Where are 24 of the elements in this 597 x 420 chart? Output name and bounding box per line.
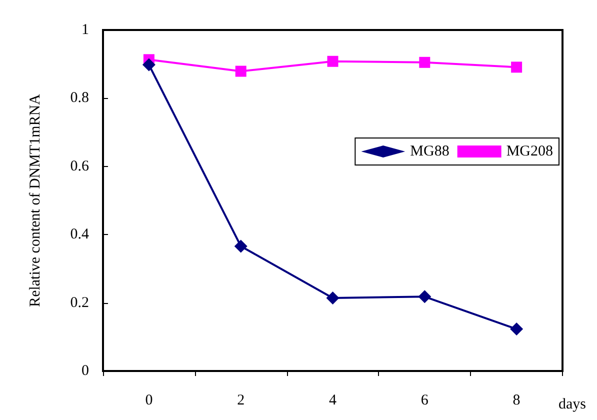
y-tick-label: 1 [82, 22, 89, 38]
point [327, 56, 338, 67]
y-tick-label: 0.2 [70, 294, 89, 311]
point [418, 290, 432, 304]
y-tick-label: 0.6 [70, 158, 90, 174]
y-axis-title: Relative content of DNMT1mRNA [28, 94, 44, 307]
y-tick-label: 0.4 [70, 226, 90, 243]
y-tick-label: 0.8 [70, 90, 89, 106]
point [326, 292, 340, 305]
x-tick-label: 2 [237, 392, 245, 408]
point [142, 58, 156, 72]
x-axis-title: days [558, 396, 586, 412]
x-tick-label: 6 [420, 392, 429, 408]
legend-label: MG208 [506, 144, 553, 160]
point [510, 322, 524, 336]
point [234, 240, 248, 253]
x-tick-label: 4 [329, 392, 337, 408]
x-tick-label: 0 [145, 392, 153, 408]
x-tick-label: 8 [512, 392, 520, 408]
point [419, 56, 430, 68]
legend-label: MG88 [410, 144, 450, 160]
point [235, 66, 246, 77]
y-tick-label: 0 [82, 363, 89, 379]
point [511, 62, 522, 73]
